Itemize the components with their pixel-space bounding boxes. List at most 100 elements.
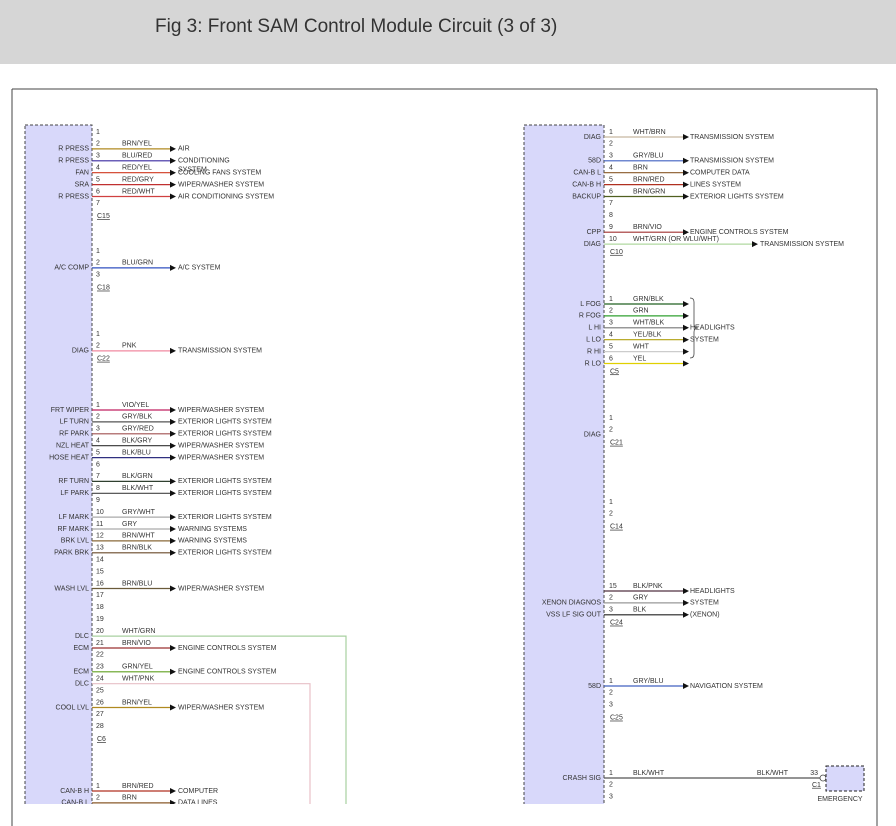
pin-number: 8 — [96, 485, 100, 492]
pin-number: 3 — [96, 426, 100, 433]
pin-number: 5 — [96, 449, 100, 456]
connector-label: C5 — [610, 368, 619, 375]
module — [24, 124, 93, 804]
wire-label: BRN/GRN — [633, 188, 665, 195]
destination: ENGINE CONTROLS SYSTEM — [178, 645, 277, 652]
destination: EXTERIOR LIGHTS SYSTEM — [178, 514, 272, 521]
arrow — [683, 229, 689, 236]
arrow — [170, 430, 176, 437]
wire-label: BLK/WHT — [122, 485, 154, 492]
pin-number: 2 — [96, 260, 100, 267]
pin-number: 3 — [609, 153, 613, 160]
destination: DATA LINES — [178, 800, 218, 807]
arrow — [683, 360, 689, 367]
destination: COMPUTER DATA — [690, 170, 750, 177]
pin-number: 21 — [96, 640, 104, 647]
signal-label: BACKUP — [572, 193, 601, 200]
pin-number: 6 — [609, 355, 613, 362]
arrow — [170, 169, 176, 176]
pin-number: 27 — [96, 711, 104, 718]
destination: TRANSMISSION SYSTEM — [690, 158, 774, 165]
wire-label: WHT — [633, 343, 650, 350]
arrow — [170, 193, 176, 200]
signal-label: 58D — [588, 683, 601, 690]
signal-label: ECM — [73, 669, 89, 676]
signal-label: DIAG — [584, 241, 601, 248]
connector-label: C15 — [97, 213, 110, 220]
pin-number: 23 — [96, 664, 104, 671]
signal-label: RF TURN — [58, 478, 89, 485]
wire-label: WHT/GRN — [122, 628, 155, 635]
destination: SYSTEM — [690, 337, 719, 344]
pin-number: 10 — [96, 509, 104, 516]
arrow — [170, 585, 176, 592]
wire-label: GRN/YEL — [122, 664, 153, 671]
pin-number: 12 — [96, 533, 104, 540]
signal-label: A/C COMP — [54, 265, 89, 272]
terminal — [819, 774, 827, 782]
wire-label: VIO/YEL — [122, 402, 149, 409]
pin-number: 2 — [609, 141, 613, 148]
pin-number: 6 — [96, 188, 100, 195]
pin-number: 2 — [96, 141, 100, 148]
signal-label: RF PARK — [59, 431, 89, 438]
arrow — [170, 478, 176, 485]
connector-label: C10 — [610, 249, 623, 256]
pin-number: 2 — [609, 308, 613, 315]
connector-label: C14 — [610, 524, 623, 531]
pin-number: 1 — [609, 499, 613, 506]
connector-label: C24 — [610, 620, 623, 627]
wire-label: GRY/RED — [122, 426, 154, 433]
destination: WIPER/WASHER SYSTEM — [178, 443, 264, 450]
signal-label: CAN-B H — [572, 181, 601, 188]
destination: ENGINE CONTROLS SYSTEM — [178, 669, 277, 676]
pin-number: 7 — [96, 200, 100, 207]
arrow — [170, 347, 176, 354]
wire-label: BRN/VIO — [633, 224, 662, 231]
signal-label: R PRESS — [58, 158, 89, 165]
wire-label: PNK — [122, 343, 137, 350]
arrow — [683, 169, 689, 176]
signal-label: LF MARK — [59, 514, 90, 521]
pin-number: 17 — [96, 592, 104, 599]
connector-label: C21 — [610, 440, 623, 447]
arrow — [683, 599, 689, 606]
wire-label: WHT/BRN — [633, 129, 666, 136]
signal-label: CAN-B L — [61, 800, 89, 807]
wire-label: RED/YEL — [122, 165, 152, 172]
pin-number: 1 — [96, 129, 100, 136]
destination: EXTERIOR LIGHTS SYSTEM — [178, 419, 272, 426]
wire-label: BRN — [122, 795, 137, 802]
signal-label: L LO — [586, 337, 601, 344]
arrow — [170, 645, 176, 651]
arrow — [170, 264, 176, 271]
wire-label: GRY/BLU — [633, 678, 664, 685]
destination: HEADLIGHTS — [690, 325, 735, 332]
wire-label: BRN/RED — [633, 176, 665, 183]
wire-label: BLK/BLU — [122, 449, 151, 456]
wire-label: GRN — [633, 308, 649, 315]
signal-label: BRK LVL — [61, 538, 89, 545]
pin-number: 14 — [96, 557, 104, 564]
destination: SYSTEM — [178, 167, 207, 174]
signal-label: L FOG — [580, 301, 601, 308]
wire-label: BRN/YEL — [122, 699, 152, 706]
pin-number: 5 — [96, 176, 100, 183]
pin-number: 1 — [96, 402, 100, 409]
destination: EXTERIOR LIGHTS SYSTEM — [690, 193, 784, 200]
pin-number: 33 — [810, 770, 818, 777]
wire-label: RED/WHT — [122, 188, 155, 195]
pin-number: 16 — [96, 580, 104, 587]
pin-number: 25 — [96, 687, 104, 694]
pin-number: 1 — [96, 331, 100, 338]
destination: TRANSMISSION SYSTEM — [690, 134, 774, 141]
pin-number: 4 — [96, 438, 100, 445]
arrow — [170, 514, 176, 521]
arrow — [170, 537, 176, 544]
signal-label: R PRESS — [58, 146, 89, 153]
pin-number: 13 — [96, 545, 104, 552]
signal-label: LF TURN — [60, 419, 89, 426]
wire — [92, 635, 347, 804]
